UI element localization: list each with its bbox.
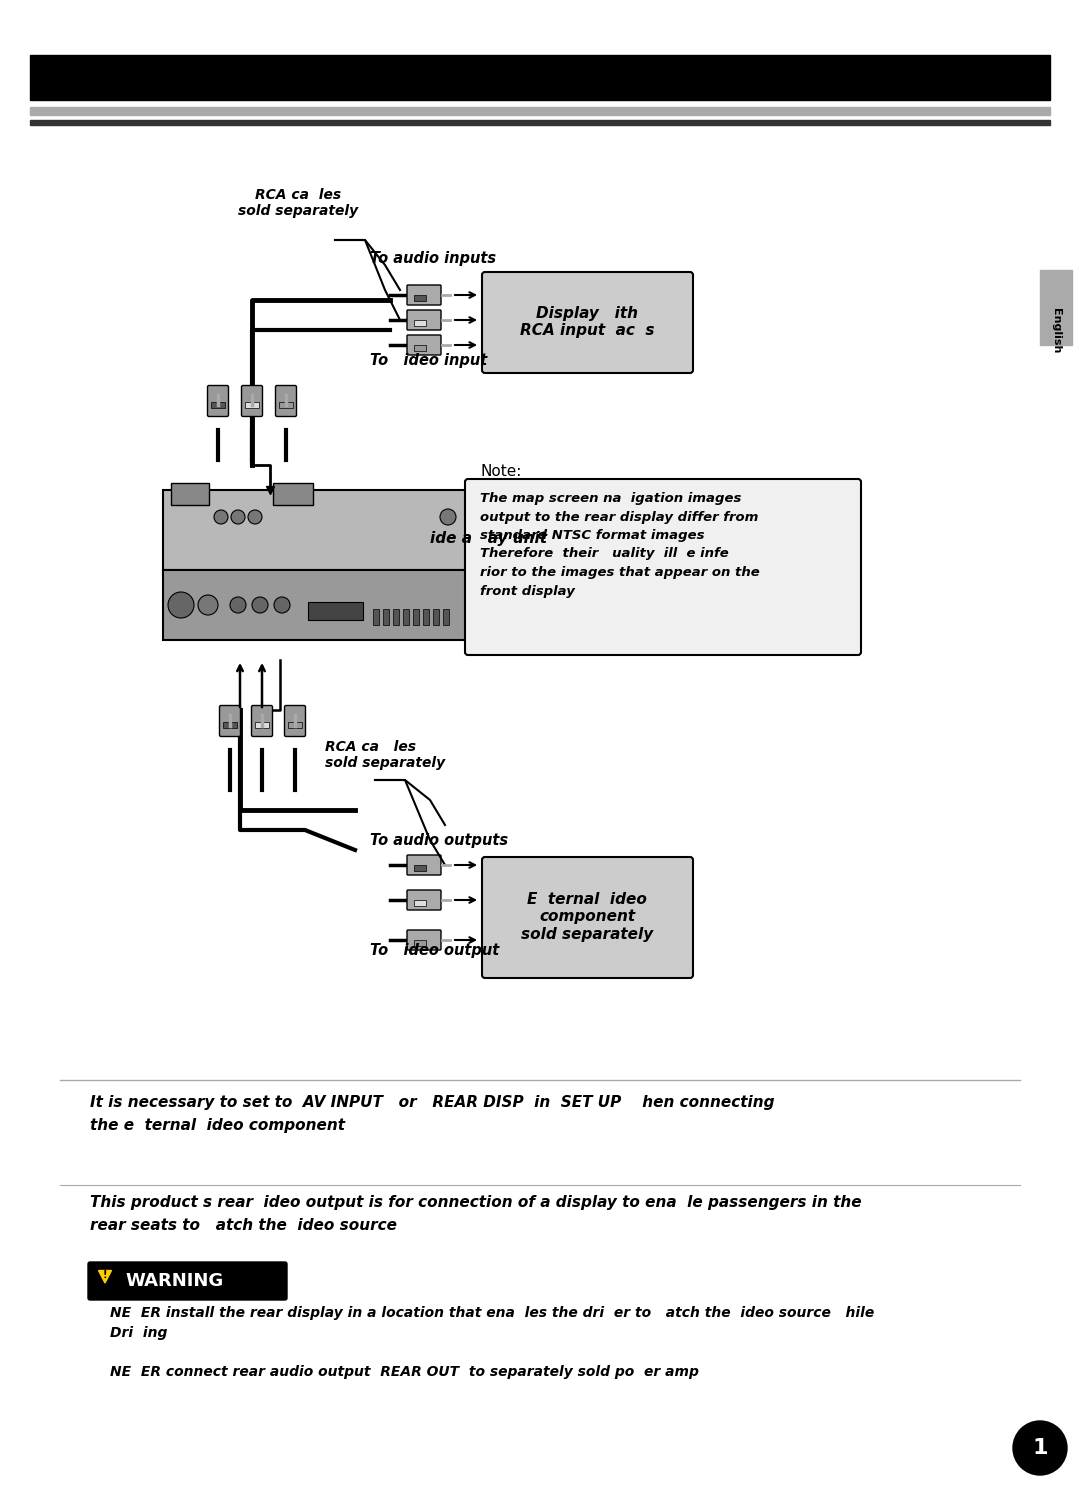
Bar (414, 865, 426, 871)
FancyBboxPatch shape (163, 490, 508, 571)
Circle shape (1013, 1421, 1067, 1476)
Circle shape (252, 597, 268, 614)
FancyBboxPatch shape (275, 385, 297, 416)
Bar (255, 722, 269, 728)
Text: WARNING: WARNING (125, 1272, 224, 1290)
FancyBboxPatch shape (465, 478, 861, 655)
Text: 1: 1 (1032, 1438, 1048, 1458)
Polygon shape (97, 1271, 113, 1285)
FancyBboxPatch shape (482, 272, 693, 373)
FancyBboxPatch shape (407, 285, 441, 305)
Bar (433, 609, 438, 626)
Bar (414, 901, 426, 906)
Text: The map screen na  igation images
output to the rear display differ from
standar: The map screen na igation images output … (480, 492, 759, 597)
Bar (414, 319, 426, 325)
Bar (413, 609, 419, 626)
Text: NE  ER connect rear audio output  REAR OUT  to separately sold po  er amp: NE ER connect rear audio output REAR OUT… (110, 1366, 699, 1379)
Text: Note:: Note: (480, 465, 522, 480)
Bar (393, 609, 399, 626)
FancyBboxPatch shape (407, 334, 441, 355)
Circle shape (214, 510, 228, 525)
FancyBboxPatch shape (407, 890, 441, 909)
FancyBboxPatch shape (252, 706, 272, 737)
FancyBboxPatch shape (407, 930, 441, 950)
Text: To audio outputs: To audio outputs (370, 832, 508, 847)
FancyBboxPatch shape (284, 706, 306, 737)
Text: This product s rear  ideo output is for connection of a display to ena  le passe: This product s rear ideo output is for c… (90, 1195, 862, 1233)
Bar (30, 107, 1050, 114)
FancyBboxPatch shape (407, 311, 441, 330)
Circle shape (274, 597, 291, 614)
Bar (383, 609, 389, 626)
Bar (288, 722, 302, 728)
Circle shape (168, 591, 194, 618)
Bar (443, 609, 449, 626)
Circle shape (248, 510, 262, 525)
Bar (403, 609, 409, 626)
Bar (414, 941, 426, 947)
Text: NE  ER install the rear display in a location that ena  les the dri  er to   atc: NE ER install the rear display in a loca… (110, 1306, 874, 1339)
Bar (211, 403, 225, 409)
FancyBboxPatch shape (163, 571, 508, 640)
Text: To   ideo output: To ideo output (370, 942, 499, 957)
Text: E  ternal  ideo
component
sold separately: E ternal ideo component sold separately (521, 892, 653, 942)
FancyBboxPatch shape (242, 385, 262, 416)
FancyBboxPatch shape (482, 857, 693, 978)
Circle shape (231, 510, 245, 525)
Bar (171, 483, 210, 505)
Bar (245, 403, 259, 409)
Bar (414, 296, 426, 302)
FancyBboxPatch shape (219, 706, 241, 737)
Polygon shape (98, 1271, 111, 1282)
Text: RCA ca  les
sold separately: RCA ca les sold separately (238, 187, 359, 218)
Circle shape (198, 594, 218, 615)
Bar (414, 345, 426, 351)
Bar (30, 55, 1050, 100)
Text: !: ! (103, 1271, 107, 1279)
Text: RCA ca   les
sold separately: RCA ca les sold separately (325, 740, 445, 770)
Bar (279, 403, 293, 409)
Bar (308, 602, 363, 620)
Bar (30, 120, 1050, 125)
Bar (1040, 270, 1072, 345)
Text: To audio inputs: To audio inputs (370, 251, 496, 266)
Text: English: English (1051, 308, 1061, 354)
Bar (373, 609, 379, 626)
Circle shape (230, 597, 246, 614)
Bar (423, 609, 429, 626)
FancyBboxPatch shape (207, 385, 229, 416)
Bar (222, 722, 237, 728)
Text: To   ideo input: To ideo input (370, 352, 487, 367)
FancyBboxPatch shape (87, 1262, 287, 1300)
Text: It is necessary to set to  AV INPUT   or   REAR DISP  in  SET UP    hen connecti: It is necessary to set to AV INPUT or RE… (90, 1095, 774, 1132)
Circle shape (440, 510, 456, 525)
Text: Display   ith
RCA input  ac  s: Display ith RCA input ac s (519, 306, 654, 339)
FancyBboxPatch shape (407, 854, 441, 875)
Bar (273, 483, 313, 505)
Text: ide a   ay unit: ide a ay unit (430, 531, 546, 545)
